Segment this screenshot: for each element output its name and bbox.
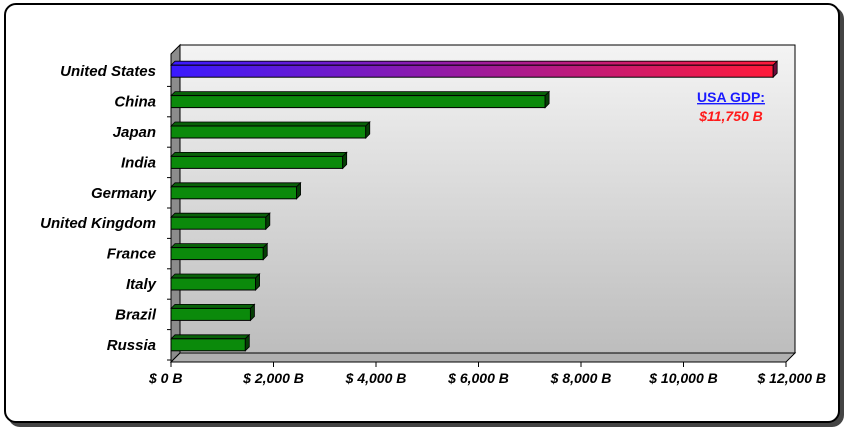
bar-top-china: [170, 91, 551, 96]
x-tick-label: $ 6,000 B: [447, 370, 509, 386]
category-label-germany: Germany: [91, 185, 157, 202]
usa-gdp-annotation: USA GDP: $11,750 B: [697, 89, 765, 124]
bar-top-united-states: [170, 60, 779, 66]
bar-top-india: [170, 151, 348, 157]
bar-end-united-kingdom: [265, 212, 271, 231]
bar-brazil: [170, 307, 251, 321]
bar-top-united-kingdom: [170, 212, 271, 218]
category-labels: United States China Japan India Germany Unite…: [40, 63, 157, 354]
x-tick-label: $ 12,000 B: [757, 370, 827, 386]
bar-france: [170, 247, 264, 261]
annotation-title: USA GDP:: [697, 89, 765, 105]
bar-germany: [170, 186, 298, 200]
bar-end-italy: [255, 273, 260, 291]
bar-end-brazil: [250, 303, 255, 322]
annotation-value: $11,750 B: [698, 108, 763, 124]
bars: [170, 60, 779, 352]
bar-russia: [170, 338, 246, 352]
x-tick-label: $ 8,000 B: [550, 370, 612, 386]
category-label-india: India: [121, 154, 156, 171]
category-label-japan: Japan: [113, 124, 156, 141]
category-label-united-kingdom: United Kingdom: [40, 215, 156, 232]
bar-top-russia: [170, 334, 251, 340]
bar-end-germany: [296, 181, 301, 200]
bar-end-india: [342, 151, 348, 170]
bar-end-france: [262, 242, 268, 261]
bar-india: [170, 155, 344, 169]
x-tick-label: $ 10,000 B: [648, 370, 718, 386]
bar-united-kingdom: [170, 216, 267, 230]
bar-united-states: [170, 64, 774, 78]
category-label-united-states: United States: [60, 63, 156, 80]
bar-italy: [170, 277, 257, 291]
bar-top-japan: [170, 121, 371, 127]
bar-china: [170, 95, 546, 109]
floor: [169, 352, 797, 363]
x-tick-label: $ 4,000 B: [345, 370, 407, 386]
category-label-italy: Italy: [126, 276, 157, 293]
bar-top-italy: [170, 273, 261, 279]
bar-top-germany: [170, 182, 302, 188]
bar-end-united-states: [772, 60, 778, 79]
category-label-france: France: [107, 246, 156, 263]
category-label-russia: Russia: [107, 337, 156, 354]
bar-top-france: [170, 243, 269, 249]
category-label-china: China: [114, 94, 156, 111]
bar-japan: [170, 125, 367, 139]
x-tick-label: $ 0 B: [148, 370, 182, 386]
x-axis-ticks: $ 0 B $ 2,000 B $ 4,000 B $ 6,000 B $ 8,000 …: [148, 362, 826, 386]
bar-top-brazil: [170, 303, 256, 309]
bar-end-japan: [365, 121, 371, 139]
category-label-brazil: Brazil: [115, 306, 157, 323]
bar-end-china: [544, 90, 550, 109]
bar-end-russia: [244, 333, 250, 352]
x-tick-label: $ 2,000 B: [242, 370, 304, 386]
